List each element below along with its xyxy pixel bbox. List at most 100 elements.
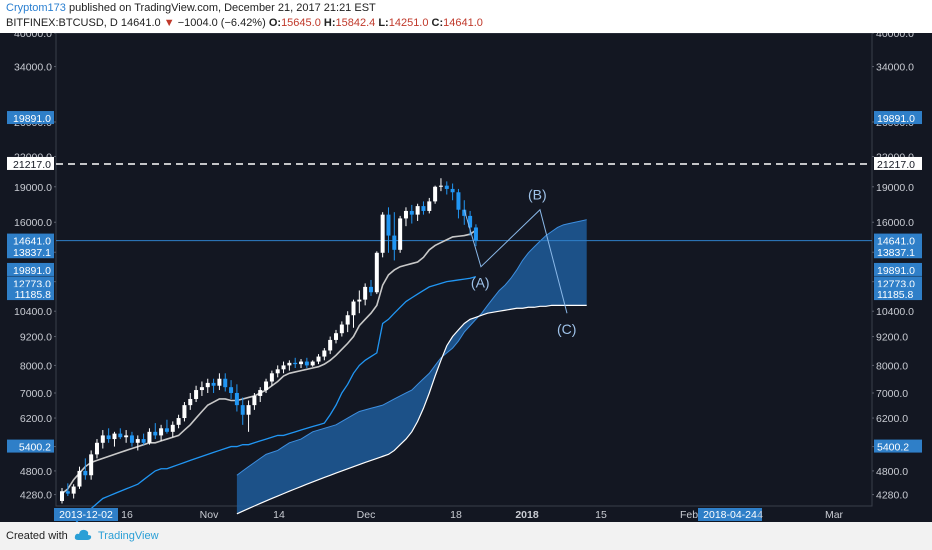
candle-body xyxy=(433,186,438,202)
candle-body xyxy=(129,435,134,443)
price-label-right: 19891.0 xyxy=(877,265,915,277)
price-label-box-right xyxy=(874,287,922,301)
y-tick-label-left: 8000.0 xyxy=(20,360,52,372)
candle-body xyxy=(386,214,391,236)
candle-body xyxy=(141,439,146,443)
candle-body xyxy=(234,392,239,406)
author-link[interactable]: Cryptom173 xyxy=(6,2,66,14)
conversion-line xyxy=(61,229,477,495)
candle-body xyxy=(438,185,443,187)
x-tick-label: 2018 xyxy=(515,509,539,521)
x-tick-label: Feb xyxy=(680,509,698,521)
high-label: H: xyxy=(323,17,336,29)
y-tick-label-left: 4800.0 xyxy=(20,466,52,478)
price-label-left: 13837.1 xyxy=(13,247,51,259)
candle-body xyxy=(287,362,292,366)
candle-body xyxy=(71,486,76,494)
price-label-right: 11185.8 xyxy=(877,289,914,301)
candle-body xyxy=(60,491,64,501)
y-tick-label-left: 40000.0 xyxy=(14,33,52,40)
y-tick-label-right: 10400.0 xyxy=(876,306,914,318)
candle-body xyxy=(368,286,373,293)
publish-line: Cryptom173 published on TradingView.com,… xyxy=(6,2,376,14)
ichimoku-cloud xyxy=(236,219,587,514)
candle-body xyxy=(240,405,245,415)
price-label-box-left xyxy=(7,439,54,453)
x-date-label-box xyxy=(698,508,762,521)
candle-body xyxy=(94,442,99,455)
wave-label-a: (A) xyxy=(471,275,490,291)
chart-area[interactable]: (A)(B)(C)4280.04280.04800.04800.05400.05… xyxy=(0,28,932,537)
candle-body xyxy=(380,214,385,253)
close-label: C: xyxy=(431,17,444,29)
price-label-box-left xyxy=(7,156,54,170)
x-tick-label: 16 xyxy=(121,509,133,521)
x-tick-label: 18 xyxy=(450,509,462,521)
candle-body xyxy=(223,378,228,388)
y-tick-label-right: 34000.0 xyxy=(876,62,914,74)
x-date-label-box xyxy=(54,508,118,521)
candle-body xyxy=(281,365,286,370)
y-tick-label-right: 4280.0 xyxy=(876,490,908,502)
tradingview-brand-link[interactable]: TradingView xyxy=(98,530,159,542)
candle-body xyxy=(374,252,379,293)
candle-body xyxy=(194,390,199,399)
low-value: 14251.0 xyxy=(388,17,429,29)
candle-body xyxy=(398,218,403,250)
candle-body xyxy=(164,428,169,432)
candle-body xyxy=(316,356,321,362)
y-tick-label-left: 4280.0 xyxy=(20,490,52,502)
y-tick-label-left: 6200.0 xyxy=(20,413,52,425)
x-tick-label: Mar xyxy=(825,509,844,521)
candle-body xyxy=(304,361,309,366)
candle-body xyxy=(351,301,356,316)
open-value: 15645.0 xyxy=(281,17,321,29)
candle-body xyxy=(450,188,455,193)
candle-body xyxy=(421,206,426,211)
y-tick-label-right: 4800.0 xyxy=(876,466,908,478)
candle-body xyxy=(246,405,251,415)
candle-body xyxy=(357,299,362,302)
price-label-box-left xyxy=(7,111,54,125)
candle-body xyxy=(392,235,397,250)
close-value: 14641.0 xyxy=(443,17,483,29)
candle-body xyxy=(176,418,181,425)
candle-body xyxy=(89,454,94,476)
price-label-left: 14641.0 xyxy=(13,236,51,248)
candle-body xyxy=(217,378,222,386)
price-label-box-left xyxy=(7,245,54,259)
candle-body xyxy=(153,431,158,436)
candlestick-chart[interactable]: (A)(B)(C)4280.04280.04800.04800.05400.05… xyxy=(0,28,932,537)
candle-body xyxy=(444,185,449,189)
low-label: L: xyxy=(378,17,389,29)
footer-bar: Created with TradingView xyxy=(0,522,932,550)
y-tick-label-right: 9200.0 xyxy=(876,332,908,344)
x-tick-label: 4 xyxy=(757,509,763,521)
price-label-left: 19891.0 xyxy=(13,265,51,277)
candle-body xyxy=(258,390,263,396)
price-label-right: 13837.1 xyxy=(877,247,915,259)
open-label: O: xyxy=(268,17,282,29)
price-label-box-right xyxy=(874,439,922,453)
candle-body xyxy=(462,209,467,216)
candle-body xyxy=(106,435,111,440)
candle-body xyxy=(403,210,408,219)
price-change: −1004.0 (−6.42%) xyxy=(177,17,266,29)
candle-body xyxy=(229,387,234,393)
candle-body xyxy=(77,470,82,487)
price-label-box-left xyxy=(7,262,54,276)
price-label-box-left xyxy=(7,276,54,290)
candle-body xyxy=(170,424,175,432)
y-tick-label-right: 16000.0 xyxy=(876,217,914,229)
y-tick-label-left: 16000.0 xyxy=(14,217,52,229)
price-label-right: 21217.0 xyxy=(877,159,915,171)
price-label-box-right xyxy=(874,276,922,290)
candle-body xyxy=(275,369,280,374)
candle-body xyxy=(322,350,327,357)
y-tick-label-left: 34000.0 xyxy=(14,62,52,74)
candle-body xyxy=(293,362,298,365)
candle-body xyxy=(363,286,368,300)
y-tick-label-left: 9200.0 xyxy=(20,332,52,344)
price-label-box-right xyxy=(874,262,922,276)
candle-body xyxy=(345,315,350,325)
